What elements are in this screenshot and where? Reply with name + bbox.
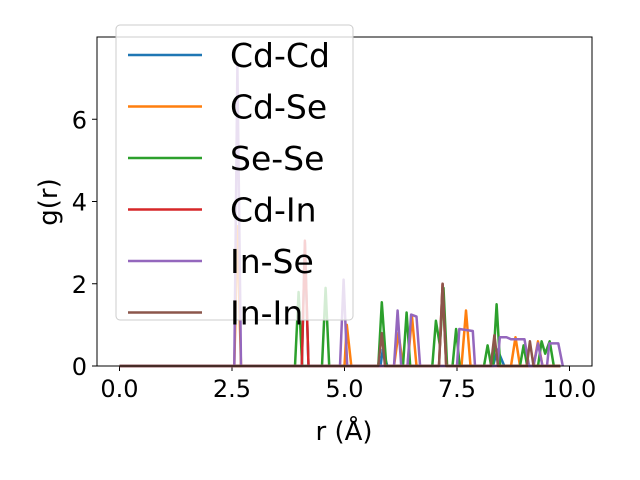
x-tick-label: 2.5 — [213, 375, 251, 403]
legend-box — [115, 24, 354, 321]
legend-label-cd-in: Cd-In — [230, 191, 317, 230]
legend-label-cd-se: Cd-Se — [230, 88, 327, 127]
legend-label-in-se: In-Se — [230, 242, 314, 281]
x-tick-label: 0.0 — [100, 375, 138, 403]
x-axis-label: r (Å) — [315, 415, 372, 447]
x-tick-label: 7.5 — [438, 375, 476, 403]
legend-label-se-se: Se-Se — [230, 139, 324, 178]
x-tick-label: 10.0 — [543, 375, 596, 403]
legend-label-in-in: In-In — [230, 294, 303, 333]
y-axis-label: g(r) — [34, 178, 64, 225]
y-tick-label: 4 — [72, 189, 87, 217]
x-tick-label: 5.0 — [325, 375, 363, 403]
y-tick-label: 6 — [72, 106, 87, 134]
y-tick-label: 0 — [72, 353, 87, 381]
legend-label-cd-cd: Cd-Cd — [230, 36, 330, 75]
legend-items: Cd-Cd Cd-Se Se-Se Cd-In In-Se In-In — [128, 36, 330, 333]
y-tick-label: 2 — [72, 271, 87, 299]
axis-ticks: 0.0 2.5 5.0 7.5 10.0 0 2 4 6 — [72, 106, 597, 403]
legend: Cd-Cd Cd-Se Se-Se Cd-In In-Se In-In — [115, 24, 354, 333]
